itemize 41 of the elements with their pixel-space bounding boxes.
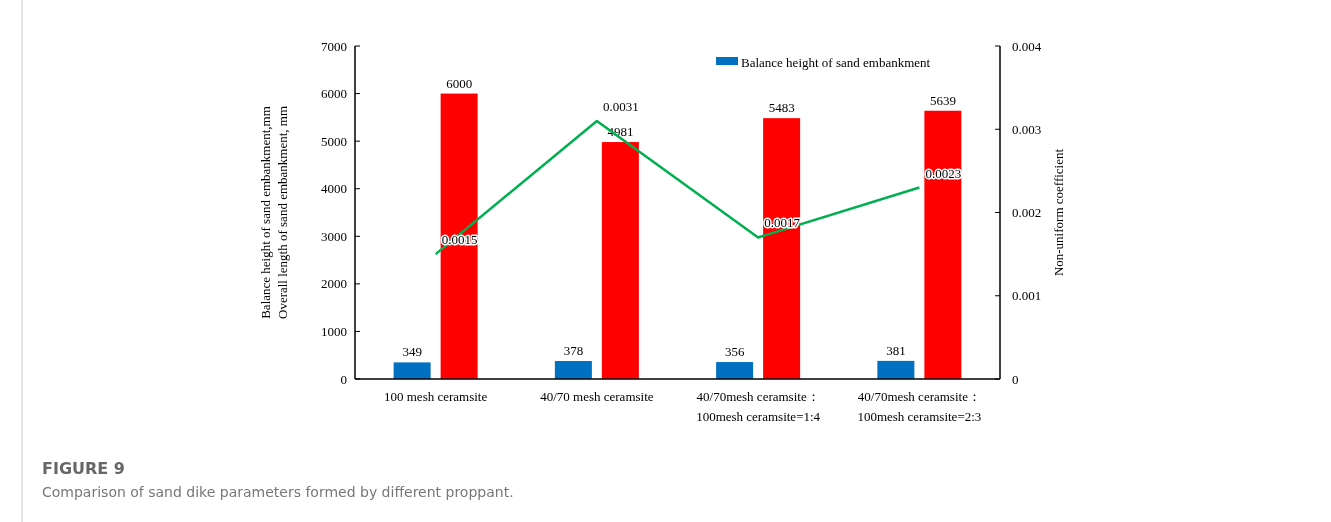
legend-label: Balance height of sand embankment (741, 54, 931, 70)
bar (877, 360, 915, 379)
y-tick-label: 1000 (321, 323, 347, 339)
data-label: 6000 (446, 75, 473, 91)
data-label: 356 (724, 344, 745, 360)
y2-axis-title: Non-uniform coefficient (1051, 148, 1066, 277)
data-label: 5639 (929, 92, 956, 108)
y-tick-label: 3000 (321, 228, 347, 244)
y2-tick-label: 0 (1012, 371, 1019, 387)
data-label: 5483 (768, 100, 795, 116)
y-tick-label: 4000 (321, 181, 347, 197)
y-tick-label: 7000 (321, 38, 347, 54)
line-series (434, 119, 921, 256)
data-label: 0.0017 (764, 215, 801, 231)
bar (763, 118, 801, 379)
y2-tick-label: 0.001 (1012, 288, 1042, 304)
y2-tick-label: 0.003 (1012, 121, 1042, 137)
bar (601, 142, 639, 379)
data-label: 0.0023 (925, 165, 962, 181)
bar (554, 361, 592, 379)
y-tick-label: 6000 (321, 86, 347, 102)
data-label: 349 (402, 344, 422, 360)
data-label: 0.0031 (602, 98, 639, 114)
y2-tick-label: 0.004 (1012, 38, 1042, 54)
y-tick-label: 2000 (321, 276, 347, 292)
y-tick-label: 0 (340, 371, 347, 387)
x-tick-label: 40/70 mesh ceramsite (540, 389, 654, 404)
y2-tick-label: 0.002 (1012, 205, 1042, 221)
data-label: 378 (563, 343, 584, 359)
bar (924, 110, 962, 379)
x-tick-label: 100 mesh ceramsite (384, 389, 488, 404)
y-tick-label: 5000 (321, 133, 347, 149)
y-axis-title: Balance height of sand embankment,mm Overall length of sand embankment, mm (258, 105, 290, 320)
text: FIGURE 9 (42, 459, 125, 478)
bar (393, 362, 431, 379)
x-tick-label: 40/70mesh ceramsite： 100mesh ceramsite=1:4 (696, 389, 821, 424)
bar (440, 93, 478, 379)
text: Comparison of sand dike parameters formed by different proppant. (42, 484, 514, 500)
x-tick-label: 40/70mesh ceramsite： 100mesh ceramsite=2:3 (857, 389, 982, 424)
data-label: 381 (886, 342, 906, 358)
bar (716, 362, 754, 379)
